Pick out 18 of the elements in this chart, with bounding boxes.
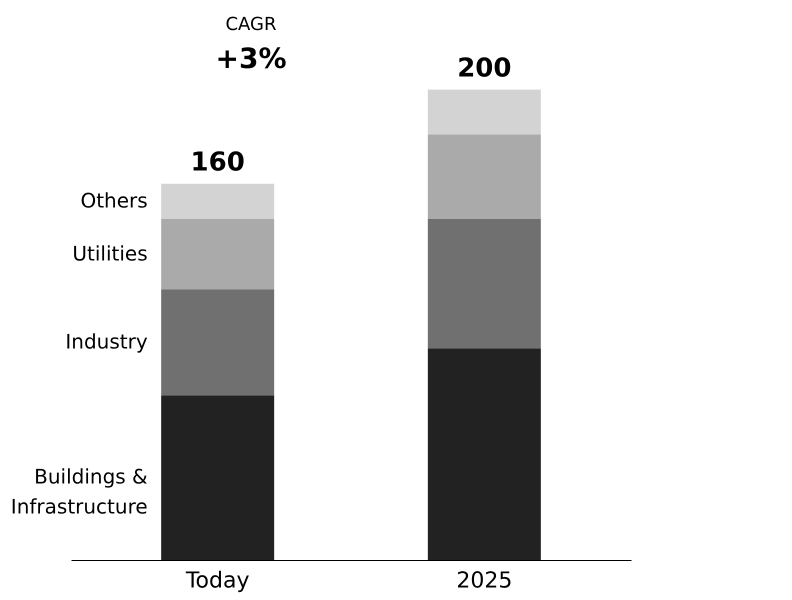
series-label: Industry: [65, 329, 148, 354]
text: CAGR: [225, 14, 277, 35]
bar: [161, 290, 274, 396]
bar: [428, 134, 541, 220]
series-label: Utilities: [72, 241, 148, 266]
bar: [161, 184, 274, 220]
bar: [428, 348, 541, 560]
x-tick-label: 2025: [456, 568, 512, 594]
bar: [428, 90, 541, 134]
series-label: Others: [80, 188, 148, 212]
series-label: Buildings & Infrastructure: [10, 464, 148, 519]
bar: [161, 395, 274, 560]
text: +3%: [216, 42, 286, 75]
bar: [161, 219, 274, 290]
bar: [428, 219, 541, 348]
annotation: 160: [190, 148, 245, 178]
x-tick-label: Today: [184, 568, 250, 594]
annotation: 200: [457, 54, 512, 84]
